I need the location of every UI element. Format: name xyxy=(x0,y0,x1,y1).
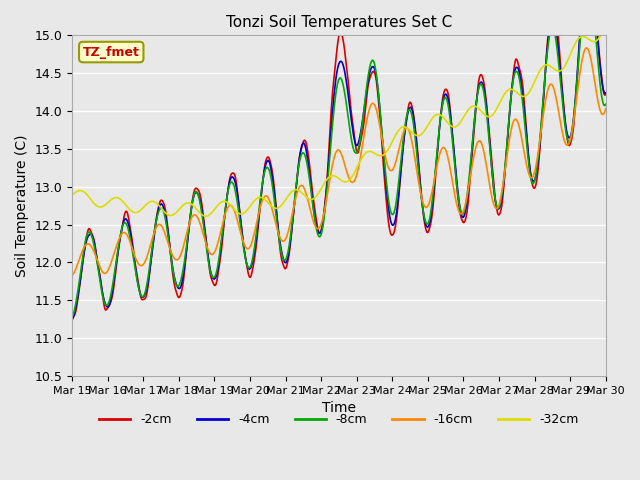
-8cm xyxy=(78,261,86,267)
-8cm xyxy=(404,109,412,115)
Y-axis label: Soil Temperature (C): Soil Temperature (C) xyxy=(15,134,29,277)
-32cm xyxy=(187,201,195,206)
-16cm xyxy=(582,45,590,51)
-32cm xyxy=(404,126,412,132)
-32cm xyxy=(78,188,86,193)
-4cm xyxy=(404,111,412,117)
-2cm xyxy=(420,216,428,221)
-16cm xyxy=(133,258,141,264)
-4cm xyxy=(602,90,609,96)
-32cm xyxy=(216,200,223,206)
-4cm xyxy=(187,210,195,216)
-8cm xyxy=(187,209,195,215)
-32cm xyxy=(133,210,141,216)
-2cm xyxy=(79,262,86,267)
-16cm xyxy=(187,216,195,222)
Line: -4cm: -4cm xyxy=(72,0,605,320)
-4cm xyxy=(78,265,86,271)
-4cm xyxy=(68,317,76,323)
Line: -2cm: -2cm xyxy=(72,0,605,316)
-4cm xyxy=(419,208,427,214)
-32cm xyxy=(420,129,428,134)
Title: Tonzi Soil Temperatures Set C: Tonzi Soil Temperatures Set C xyxy=(226,15,452,30)
-2cm xyxy=(216,259,223,265)
-8cm xyxy=(68,314,76,320)
Line: -8cm: -8cm xyxy=(72,0,605,317)
-16cm xyxy=(602,106,609,112)
-8cm xyxy=(133,275,141,281)
Legend: -2cm, -4cm, -8cm, -16cm, -32cm: -2cm, -4cm, -8cm, -16cm, -32cm xyxy=(94,408,584,431)
-2cm xyxy=(69,313,77,319)
-16cm xyxy=(404,126,412,132)
-16cm xyxy=(68,273,76,278)
-16cm xyxy=(215,236,223,241)
Line: -16cm: -16cm xyxy=(72,48,605,276)
-32cm xyxy=(602,21,609,27)
-8cm xyxy=(602,101,609,107)
-2cm xyxy=(68,313,76,319)
-2cm xyxy=(602,92,609,97)
-2cm xyxy=(188,203,195,208)
-8cm xyxy=(215,255,223,261)
Text: TZ_fmet: TZ_fmet xyxy=(83,46,140,59)
-4cm xyxy=(215,258,223,264)
X-axis label: Time: Time xyxy=(322,401,356,415)
-16cm xyxy=(78,250,86,255)
-16cm xyxy=(419,200,427,206)
-8cm xyxy=(419,208,427,214)
-32cm xyxy=(202,214,209,219)
-2cm xyxy=(134,274,141,279)
-4cm xyxy=(133,274,141,279)
-2cm xyxy=(404,105,412,110)
Line: -32cm: -32cm xyxy=(72,24,605,216)
-32cm xyxy=(68,192,76,198)
